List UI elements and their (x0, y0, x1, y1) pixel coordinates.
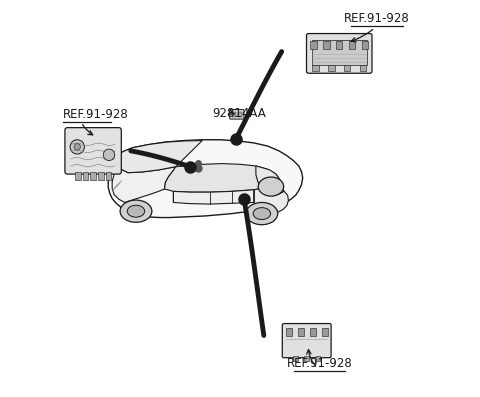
Bar (298, 328, 304, 336)
Bar (323, 41, 330, 50)
Bar (322, 328, 327, 336)
Bar (75, 172, 81, 179)
Ellipse shape (258, 177, 284, 196)
FancyBboxPatch shape (312, 39, 367, 65)
Ellipse shape (246, 202, 278, 225)
Bar (360, 66, 366, 71)
Bar (362, 41, 368, 50)
FancyBboxPatch shape (307, 34, 372, 73)
Bar (312, 66, 319, 71)
Polygon shape (108, 140, 303, 218)
Text: 92814AA: 92814AA (212, 107, 266, 119)
Polygon shape (112, 159, 176, 202)
Bar (106, 172, 111, 179)
Polygon shape (115, 141, 202, 173)
Bar (328, 66, 335, 71)
Bar (232, 112, 236, 117)
Bar (310, 328, 316, 336)
Bar (293, 356, 298, 361)
FancyBboxPatch shape (282, 324, 331, 358)
Text: REF.91-928: REF.91-928 (63, 108, 129, 121)
Bar (336, 41, 342, 50)
Bar (83, 172, 88, 179)
Polygon shape (165, 164, 280, 192)
Bar (344, 66, 350, 71)
Text: REF.91-928: REF.91-928 (287, 357, 352, 370)
Bar (316, 356, 320, 361)
Bar (349, 41, 355, 50)
Ellipse shape (127, 205, 145, 217)
FancyBboxPatch shape (229, 110, 244, 119)
Bar (311, 41, 317, 50)
FancyBboxPatch shape (65, 128, 121, 174)
Polygon shape (256, 166, 284, 195)
Bar (286, 328, 292, 336)
Bar (98, 172, 104, 179)
Polygon shape (173, 190, 254, 204)
Circle shape (70, 140, 84, 154)
Circle shape (103, 149, 115, 160)
Polygon shape (254, 185, 288, 216)
Bar (238, 112, 241, 117)
Ellipse shape (120, 200, 152, 222)
Ellipse shape (253, 208, 271, 220)
Circle shape (74, 144, 81, 150)
Text: REF.91-928: REF.91-928 (344, 12, 410, 25)
Bar (304, 356, 309, 361)
Bar (90, 172, 96, 179)
